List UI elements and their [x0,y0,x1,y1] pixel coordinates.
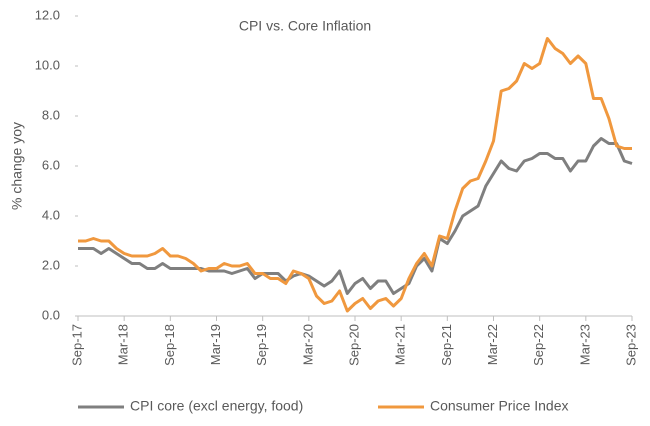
x-tick-label: Mar-21 [393,324,408,365]
legend-label: Consumer Price Index [430,398,569,414]
x-tick-label: Mar-23 [577,324,592,365]
x-tick-label: Sep-21 [439,324,454,366]
y-tick-label: 2.0 [42,257,60,272]
x-tick-label: Mar-22 [485,324,500,365]
legend-label: CPI core (excl energy, food) [130,398,303,414]
y-tick-label: 4.0 [42,207,60,222]
x-tick-label: Mar-19 [208,324,223,365]
x-tick-label: Mar-20 [300,324,315,365]
series-line [78,37,632,313]
y-tick-label: 6.0 [42,157,60,172]
y-tick-label: 12.0 [35,7,60,22]
chart-title: CPI vs. Core Inflation [239,18,371,34]
x-tick-label: Mar-18 [116,324,131,365]
x-tick-label: Sep-20 [346,324,361,366]
x-tick-label: Sep-19 [254,324,269,366]
x-tick-label: Sep-22 [531,324,546,366]
y-tick-label: 8.0 [42,107,60,122]
x-tick-label: Sep-23 [623,324,638,366]
series-line [78,137,633,295]
y-axis-label: % change yoy [9,122,25,210]
x-tick-label: Sep-18 [162,324,177,366]
x-tick-label: Sep-17 [69,324,84,366]
y-tick-label: 10.0 [35,57,60,72]
y-tick-label: 0.0 [42,307,60,322]
